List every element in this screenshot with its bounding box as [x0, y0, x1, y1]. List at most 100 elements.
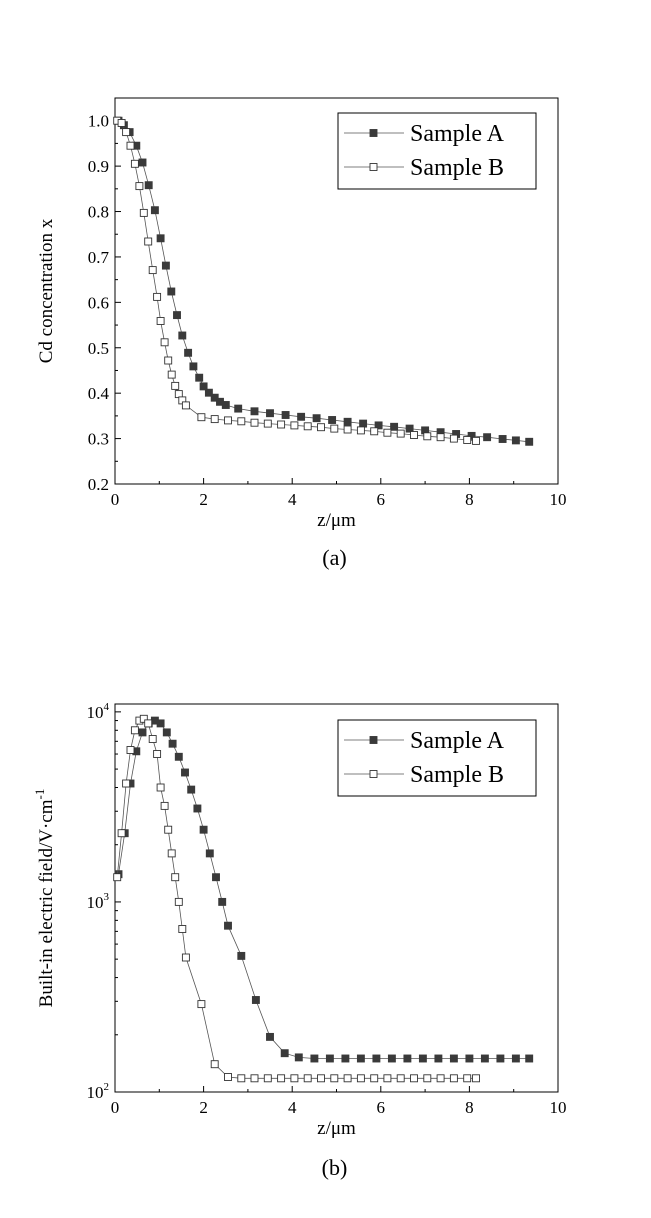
data-point-sample-b	[410, 1074, 418, 1083]
data-point-sample-b	[356, 426, 365, 435]
y-axis-label-main: Cd concentration x	[36, 218, 57, 363]
legend-label: Sample A	[410, 121, 505, 147]
series-line-sample-b	[117, 120, 477, 442]
x-tick-label: 10	[550, 1098, 567, 1117]
data-point-sample-a	[390, 422, 399, 431]
data-point-sample-b	[144, 237, 153, 246]
data-point-sample-b	[317, 1074, 325, 1083]
data-point-sample-a	[224, 921, 232, 930]
data-point-sample-a	[496, 1054, 505, 1063]
data-point-sample-a	[343, 417, 352, 426]
data-point-sample-b	[356, 1074, 365, 1083]
data-point-sample-b	[135, 182, 144, 191]
data-point-sample-a	[210, 393, 219, 402]
data-point-sample-a	[294, 1053, 303, 1062]
data-point-sample-b	[396, 1074, 405, 1083]
y-tick-label: 1.0	[88, 112, 109, 131]
x-axis-label: z/μm	[317, 1118, 356, 1139]
data-point-sample-a	[156, 234, 165, 243]
data-point-sample-b	[277, 420, 286, 429]
data-point-sample-b	[250, 1074, 259, 1083]
data-point-sample-b	[153, 750, 162, 758]
data-point-sample-a	[150, 206, 159, 215]
data-point-sample-a	[418, 1054, 427, 1063]
y-axis-label-main: Built-in electric field/V·cm	[36, 799, 57, 1007]
data-point-sample-a	[218, 897, 227, 906]
data-point-sample-a	[189, 362, 198, 371]
data-point-sample-b	[122, 128, 131, 137]
data-point-sample-b	[343, 425, 352, 434]
data-point-sample-a	[187, 785, 196, 794]
data-point-sample-a	[434, 1054, 443, 1063]
data-point-sample-a	[167, 287, 176, 296]
data-point-sample-a	[156, 719, 165, 728]
y-axis-label: Cd concentration x	[36, 218, 57, 363]
data-point-sample-b	[130, 159, 139, 168]
x-tick-label: 2	[199, 490, 208, 509]
data-point-sample-b	[171, 381, 180, 390]
data-point-sample-b	[153, 292, 162, 301]
x-axis-label: z/μm	[317, 510, 356, 531]
x-tick-label: 8	[465, 490, 474, 509]
data-point-sample-a	[403, 1054, 412, 1063]
x-tick-label: 6	[377, 490, 386, 509]
data-point-sample-b	[122, 779, 131, 788]
data-point-sample-a	[467, 431, 476, 440]
data-point-sample-b	[343, 1074, 352, 1083]
y-tick-label-base: 10	[87, 893, 104, 912]
data-point-sample-b	[156, 317, 165, 325]
data-point-sample-b	[117, 829, 126, 838]
data-point-sample-b	[383, 428, 392, 437]
series-line-sample-a	[118, 120, 530, 443]
data-point-sample-b	[290, 421, 299, 430]
data-point-sample-b	[164, 825, 173, 834]
legend-marker	[369, 129, 378, 137]
data-point-sample-a	[204, 388, 213, 397]
data-point-sample-b	[410, 431, 418, 439]
data-point-sample-b	[156, 783, 165, 792]
data-point-sample-b	[383, 1074, 392, 1083]
data-point-sample-a	[199, 382, 208, 391]
data-point-sample-b	[148, 735, 157, 743]
data-point-sample-a	[266, 1032, 274, 1041]
data-point-sample-a	[193, 804, 202, 813]
data-point-sample-a	[511, 436, 520, 445]
x-tick-label: 0	[111, 1098, 120, 1117]
data-point-sample-a	[356, 1054, 365, 1063]
x-tick-label: 4	[288, 1098, 297, 1117]
data-point-sample-b	[263, 419, 272, 428]
data-point-sample-b	[436, 1074, 445, 1083]
x-tick-label: 4	[288, 490, 297, 509]
y-tick-label: 0.4	[88, 384, 110, 403]
y-tick-label: 0.6	[88, 293, 109, 312]
y-tick-label: 102	[87, 1081, 110, 1102]
data-point-sample-a	[161, 261, 170, 270]
y-tick-label-exponent: 3	[104, 891, 110, 903]
data-point-sample-a	[138, 728, 147, 737]
data-point-sample-a	[405, 424, 414, 433]
data-point-sample-b	[224, 416, 232, 425]
data-point-sample-b	[250, 418, 259, 427]
data-point-sample-a	[205, 849, 214, 858]
y-tick-label: 0.7	[88, 248, 110, 267]
y-tick-label: 0.2	[88, 475, 109, 494]
data-point-sample-b	[303, 422, 312, 431]
data-point-sample-b	[472, 1074, 480, 1083]
legend-label: Sample A	[410, 728, 505, 754]
x-tick-label: 8	[465, 1098, 474, 1117]
data-point-sample-b	[181, 401, 190, 410]
y-tick-label: 0.3	[88, 430, 109, 449]
data-point-sample-b	[317, 423, 325, 432]
data-point-sample-b	[181, 953, 190, 962]
data-point-sample-a	[181, 768, 189, 777]
data-point-sample-b	[472, 436, 480, 445]
data-point-sample-a	[310, 1054, 319, 1063]
y-axis-label: Built-in electric field/V·cm-1	[32, 789, 57, 1008]
data-point-sample-b	[167, 370, 176, 379]
data-point-sample-a	[374, 421, 383, 430]
data-point-sample-b	[144, 719, 153, 728]
panel-a-cd-concentration-chart: 0 2 4 6 8 10 0.2 0.3 0.4 0.5 0.6 0.7 0.8 0.9 1.0 z/μm Cd…	[36, 97, 567, 570]
data-point-sample-b	[160, 801, 169, 810]
data-point-sample-a	[212, 873, 220, 882]
